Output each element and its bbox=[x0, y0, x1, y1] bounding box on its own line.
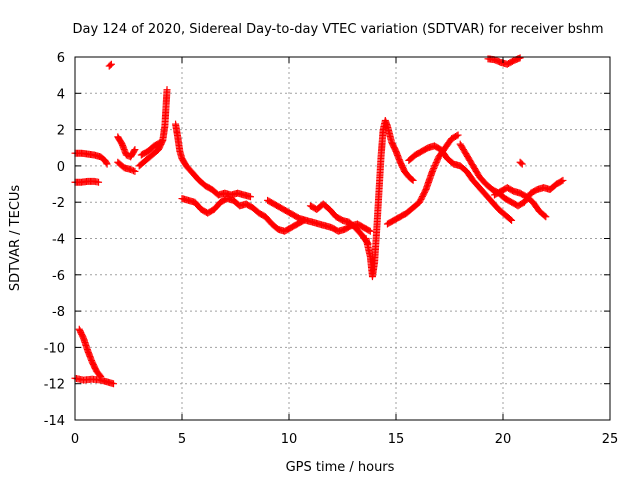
data-point bbox=[518, 160, 526, 168]
data-point bbox=[366, 227, 374, 235]
y-tick-label: -4 bbox=[52, 233, 65, 248]
data-point bbox=[155, 139, 163, 147]
data-point bbox=[130, 147, 138, 155]
data-point bbox=[409, 176, 417, 184]
data-point bbox=[542, 213, 550, 221]
data-point bbox=[408, 176, 416, 184]
series-arc-early-1 bbox=[114, 133, 139, 161]
data-point bbox=[129, 167, 137, 175]
chart-title: Day 124 of 2020, Sidereal Day-to-day VTE… bbox=[72, 22, 603, 37]
data-point bbox=[506, 215, 514, 223]
y-tick-label: -2 bbox=[52, 196, 65, 211]
data-point bbox=[102, 159, 110, 167]
data-point bbox=[103, 160, 111, 168]
data-point bbox=[365, 227, 373, 235]
series-arc-descending-start bbox=[75, 325, 105, 380]
x-tick-label: 15 bbox=[388, 432, 405, 447]
series-arc-late-outlier bbox=[516, 158, 526, 168]
series-arc-bottom-start bbox=[71, 374, 118, 388]
data-point bbox=[131, 146, 139, 154]
y-tick-label: 0 bbox=[57, 160, 65, 175]
data-point bbox=[246, 193, 254, 201]
y-tick-label: -6 bbox=[52, 269, 65, 284]
x-tick-label: 10 bbox=[281, 432, 298, 447]
y-tick-label: -10 bbox=[44, 341, 65, 356]
y-tick-label: 6 bbox=[57, 51, 65, 66]
data-point bbox=[454, 131, 462, 139]
x-tick-label: 20 bbox=[495, 432, 512, 447]
y-tick-label: -8 bbox=[52, 305, 65, 320]
data-point bbox=[516, 54, 524, 62]
data-point bbox=[559, 176, 567, 184]
data-point bbox=[453, 132, 461, 140]
series-arc-early-2 bbox=[114, 158, 139, 175]
series-arc-lower-start bbox=[71, 177, 103, 186]
y-tick-label: -14 bbox=[44, 414, 65, 429]
grid bbox=[75, 57, 610, 420]
data-point bbox=[508, 216, 516, 224]
x-tick-label: 25 bbox=[602, 432, 619, 447]
series-arc-mid-1 bbox=[178, 195, 308, 235]
data-point bbox=[131, 167, 139, 175]
data-point bbox=[106, 61, 114, 69]
data-point bbox=[157, 138, 165, 146]
series-arc-late-high bbox=[484, 54, 524, 68]
data-point bbox=[95, 178, 103, 186]
y-tick-label: 4 bbox=[57, 87, 65, 102]
x-axis-label: GPS time / hours bbox=[286, 460, 395, 475]
series-arc-high-outlier bbox=[105, 60, 115, 70]
data-point bbox=[558, 177, 566, 185]
y-tick-label: 2 bbox=[57, 124, 65, 139]
series-arc-early-3 bbox=[137, 138, 165, 159]
series-arc-late-4 bbox=[490, 184, 550, 221]
data-point bbox=[107, 60, 115, 68]
data-points bbox=[71, 54, 567, 388]
series-arc-upper-start bbox=[71, 149, 111, 168]
series-arc-late-2 bbox=[405, 142, 516, 224]
y-axis-label: SDTVAR / TECUs bbox=[8, 185, 23, 292]
x-tick-label: 0 bbox=[71, 432, 79, 447]
data-point bbox=[163, 86, 171, 94]
data-point bbox=[541, 212, 549, 220]
x-tick-label: 5 bbox=[178, 432, 186, 447]
series-arc-dip-and-spike bbox=[362, 117, 417, 281]
series-arc-late-3 bbox=[456, 140, 567, 210]
data-point bbox=[517, 159, 525, 167]
y-tick-label: -12 bbox=[44, 378, 65, 393]
series-arc-after-peak bbox=[172, 120, 254, 201]
data-point bbox=[110, 380, 118, 388]
